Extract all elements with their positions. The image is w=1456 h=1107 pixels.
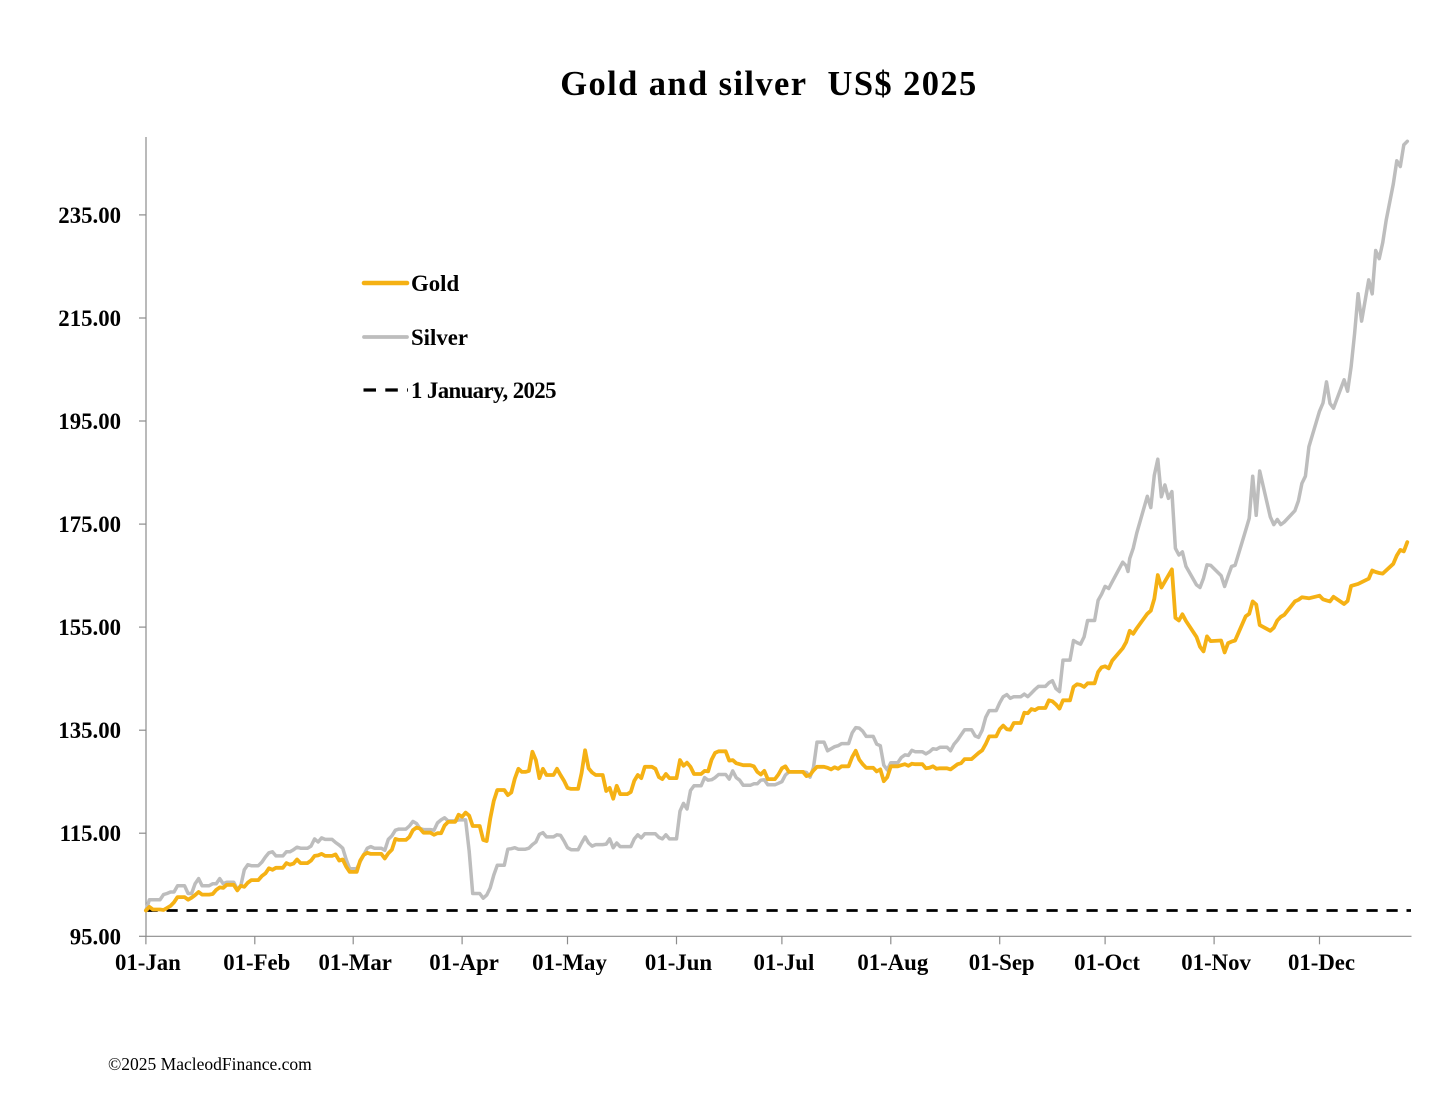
svg-text:175.00: 175.00 [58,512,121,537]
svg-text:95.00: 95.00 [70,924,121,949]
svg-text:235.00: 235.00 [58,203,121,228]
svg-text:215.00: 215.00 [58,306,121,331]
svg-text:01-Sep: 01-Sep [969,950,1035,975]
svg-text:Gold and silver US$ 2025: Gold and silver US$ 2025 [560,65,977,103]
svg-text:01-Mar: 01-Mar [318,950,391,975]
svg-text:01-Oct: 01-Oct [1074,950,1140,975]
svg-text:135.00: 135.00 [58,718,121,743]
svg-text:01-Jun: 01-Jun [645,950,712,975]
svg-text:01-Jul: 01-Jul [753,950,814,975]
svg-text:01-May: 01-May [532,950,607,975]
svg-text:01-Aug: 01-Aug [857,950,929,975]
svg-text:01-Apr: 01-Apr [429,950,499,975]
svg-text:01-Feb: 01-Feb [223,950,290,975]
svg-text:155.00: 155.00 [58,615,121,640]
svg-text:195.00: 195.00 [58,409,121,434]
svg-text:01-Dec: 01-Dec [1288,950,1355,975]
svg-text:01-Nov: 01-Nov [1181,950,1251,975]
svg-text:Gold: Gold [411,271,459,296]
svg-text:Silver: Silver [411,325,468,350]
svg-text:©2025 MacleodFinance.com: ©2025 MacleodFinance.com [108,1054,312,1074]
svg-text:01-Jan: 01-Jan [115,950,181,975]
svg-text:1 January, 2025: 1 January, 2025 [411,378,556,403]
svg-text:115.00: 115.00 [60,821,121,846]
